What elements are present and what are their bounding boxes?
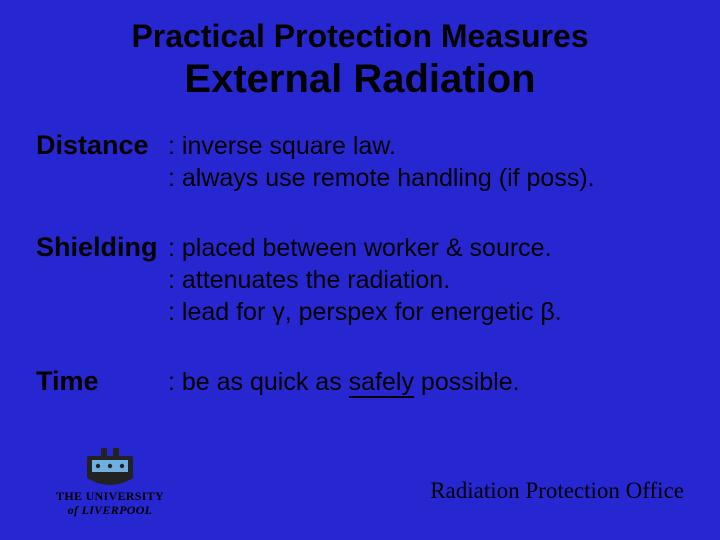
title-line1: Practical Protection Measures bbox=[36, 18, 684, 55]
descs-shielding: : placed between worker & source. : atte… bbox=[168, 232, 684, 328]
slide: Practical Protection Measures External R… bbox=[0, 0, 720, 540]
descs-distance: : inverse square law. : always use remot… bbox=[168, 130, 684, 194]
uni-line1: THE UNIVERSITY bbox=[56, 490, 164, 504]
desc-line: : lead for γ, perspex for energetic β. bbox=[168, 296, 684, 328]
desc-line: : be as quick as safely possible. bbox=[168, 366, 684, 398]
label-shielding: Shielding bbox=[36, 232, 168, 263]
desc-line: : attenuates the radiation. bbox=[168, 264, 684, 296]
title-line2: External Radiation bbox=[36, 57, 684, 102]
desc-line: : inverse square law. bbox=[168, 130, 684, 162]
desc-line: : placed between worker & source. bbox=[168, 232, 684, 264]
uni-line2: of LIVERPOOL bbox=[56, 504, 164, 518]
university-logo: THE UNIVERSITY of LIVERPOOL bbox=[30, 446, 190, 518]
footer-text: Radiation Protection Office bbox=[430, 478, 684, 504]
row-distance: Distance : inverse square law. : always … bbox=[36, 130, 684, 194]
row-shielding: Shielding : placed between worker & sour… bbox=[36, 232, 684, 328]
crest-icon bbox=[81, 446, 139, 488]
content-area: Distance : inverse square law. : always … bbox=[36, 130, 684, 398]
label-time: Time bbox=[36, 366, 168, 397]
row-time: Time : be as quick as safely possible. bbox=[36, 366, 684, 398]
descs-time: : be as quick as safely possible. bbox=[168, 366, 684, 398]
university-name: THE UNIVERSITY of LIVERPOOL bbox=[56, 490, 164, 518]
desc-line: : always use remote handling (if poss). bbox=[168, 162, 684, 194]
label-distance: Distance bbox=[36, 130, 168, 161]
